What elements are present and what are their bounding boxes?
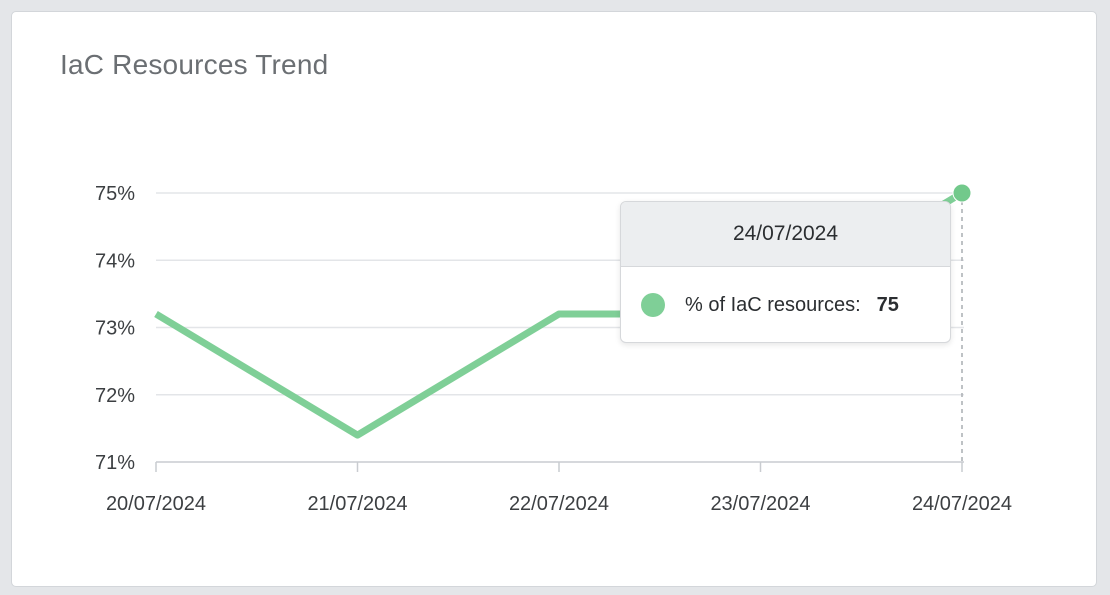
chart-tooltip: 24/07/2024 % of IaC resources: 75: [620, 201, 951, 343]
data-point-4[interactable]: [952, 183, 972, 203]
x-axis-ticks: 20/07/2024 21/07/2024 22/07/2024 23/07/2024…: [106, 462, 1012, 515]
y-tick-label-72: 72%: [95, 385, 135, 407]
tooltip-value: 75: [876, 293, 899, 316]
y-axis-ticks: 71% 72% 73% 74% 75%: [95, 183, 135, 474]
tooltip-date: 24/07/2024: [621, 202, 950, 267]
x-tick-label-1: 21/07/2024: [307, 493, 407, 515]
points-group[interactable]: [952, 183, 972, 203]
x-tick-label-4: 24/07/2024: [912, 493, 1012, 515]
y-tick-label-74: 74%: [95, 250, 135, 272]
x-tick-label-2: 22/07/2024: [509, 493, 609, 515]
tooltip-series-label: % of IaC resources:: [685, 293, 861, 316]
tooltip-row: % of IaC resources: 75: [621, 267, 950, 342]
chart-title: IaC Resources Trend: [60, 49, 329, 80]
tooltip-series-dot-icon: [641, 293, 665, 317]
y-tick-label-73: 73%: [95, 318, 135, 340]
x-tick-label-0: 20/07/2024: [106, 493, 206, 515]
x-tick-label-3: 23/07/2024: [710, 493, 810, 515]
y-tick-label-75: 75%: [95, 183, 135, 205]
y-tick-label-71: 71%: [95, 452, 135, 474]
